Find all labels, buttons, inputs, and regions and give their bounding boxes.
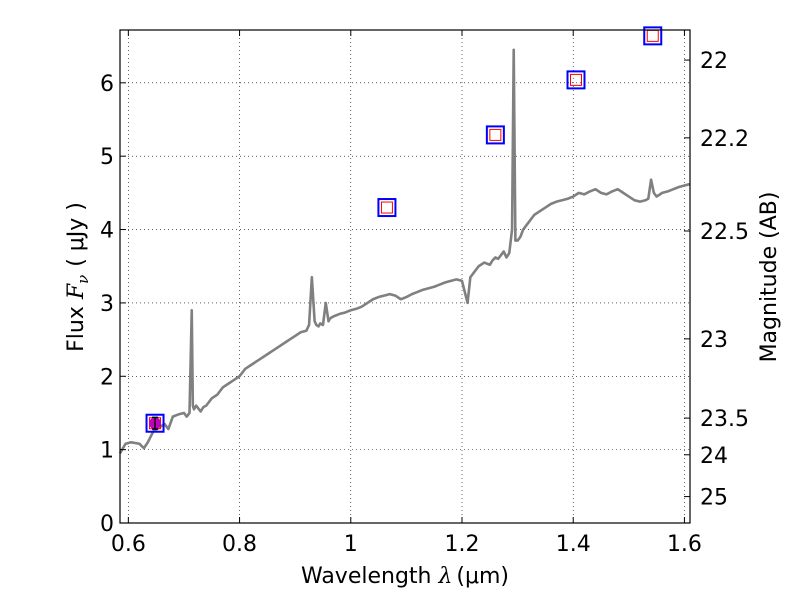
photometry-box-inner	[570, 73, 582, 86]
y-tick-label: 6	[100, 72, 114, 97]
axes: 0.6 0.8 1 1.2 1.4 1.601234562222.222.52323.52…	[100, 30, 749, 557]
y2-axis-label: Magnitude (AB)	[757, 192, 782, 363]
y2-tick-label: 24	[700, 444, 728, 469]
y-tick-label: 1	[100, 439, 114, 464]
photometry-box-outer	[485, 125, 505, 145]
x-axis-label: Wavelength λ (μm)	[301, 564, 509, 589]
photometry-box-inner	[380, 201, 393, 214]
x-tick-label: 0.8	[222, 532, 257, 557]
grid-lines	[120, 30, 690, 523]
y2-tick-label: 23	[700, 328, 728, 353]
x-tick-label: 0.6	[111, 532, 146, 557]
photometry-box-outer	[566, 70, 586, 90]
y2-tick-label: 22.2	[700, 127, 749, 152]
x-tick-label: 1	[344, 532, 358, 557]
plot-area	[118, 26, 691, 454]
y-tick-label: 3	[100, 292, 114, 317]
photometry-box-inner	[489, 128, 502, 141]
photometry-box-outer	[643, 26, 663, 46]
photometry-box-outer	[145, 413, 165, 433]
y2-tick-label: 22.5	[700, 220, 749, 245]
y2-tick-label: 25	[700, 486, 728, 511]
y-axis-label: Flux Fν( μJy )	[64, 202, 92, 352]
x-tick-label: 1.6	[667, 532, 702, 557]
spectrum-line	[118, 48, 691, 454]
photometry-box-inner	[646, 29, 659, 42]
x-tick-label: 1.2	[445, 532, 480, 557]
x-tick-label: 1.4	[556, 532, 591, 557]
y2-tick-label: 22	[700, 49, 728, 74]
plot-frame	[119, 29, 691, 524]
y-tick-label: 0	[100, 512, 114, 537]
y2-tick-label: 23.5	[700, 407, 749, 432]
photometry-box-outer	[377, 198, 397, 218]
y-tick-label: 2	[100, 365, 114, 390]
y-tick-label: 4	[100, 219, 114, 244]
y-tick-label: 5	[100, 145, 114, 170]
